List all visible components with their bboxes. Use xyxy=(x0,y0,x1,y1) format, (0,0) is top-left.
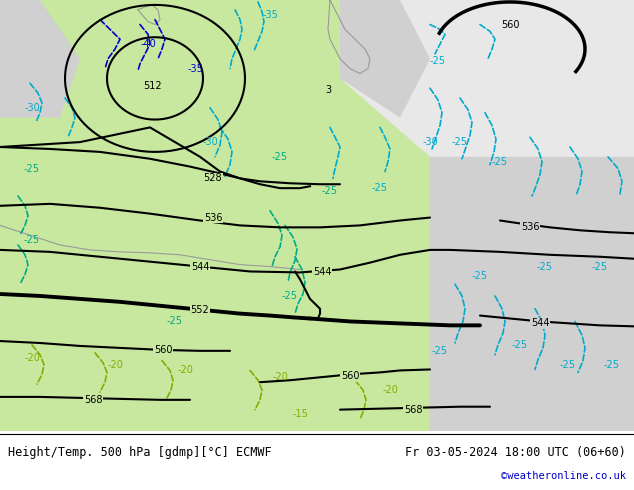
Text: 512: 512 xyxy=(143,81,161,91)
Text: 544: 544 xyxy=(313,268,331,277)
Text: -25: -25 xyxy=(272,152,288,162)
Text: 568: 568 xyxy=(84,395,102,405)
Text: -25: -25 xyxy=(282,291,298,301)
Text: -25: -25 xyxy=(592,262,608,271)
Text: -40: -40 xyxy=(140,39,156,49)
Polygon shape xyxy=(0,0,80,118)
Text: -20: -20 xyxy=(272,372,288,382)
Text: Height/Temp. 500 hPa [gdmp][°C] ECMWF: Height/Temp. 500 hPa [gdmp][°C] ECMWF xyxy=(8,446,271,459)
Polygon shape xyxy=(430,0,634,431)
Text: 552: 552 xyxy=(191,305,209,315)
Text: -15: -15 xyxy=(292,409,308,418)
Polygon shape xyxy=(340,0,634,157)
Text: 560: 560 xyxy=(340,371,359,381)
Polygon shape xyxy=(340,0,430,118)
Text: -25: -25 xyxy=(512,340,528,350)
Text: 536: 536 xyxy=(204,213,223,222)
Text: -20: -20 xyxy=(107,360,123,369)
Text: -25: -25 xyxy=(472,271,488,281)
Text: -25: -25 xyxy=(167,317,183,326)
Text: -25: -25 xyxy=(492,157,508,167)
Text: ©weatheronline.co.uk: ©weatheronline.co.uk xyxy=(501,471,626,481)
Text: -20: -20 xyxy=(24,353,40,363)
Text: -30: -30 xyxy=(24,103,40,113)
Text: 560: 560 xyxy=(501,20,519,29)
Text: Fr 03-05-2024 18:00 UTC (06+60): Fr 03-05-2024 18:00 UTC (06+60) xyxy=(405,446,626,459)
Text: -25: -25 xyxy=(372,183,388,193)
Text: -30: -30 xyxy=(202,137,218,147)
Text: -30: -30 xyxy=(422,137,438,147)
Text: 544: 544 xyxy=(191,262,209,271)
Text: -25: -25 xyxy=(432,346,448,356)
Text: -25: -25 xyxy=(604,360,620,369)
Text: -25: -25 xyxy=(24,164,40,173)
Text: -25: -25 xyxy=(322,186,338,196)
Text: 544: 544 xyxy=(531,318,549,328)
Text: -25: -25 xyxy=(560,360,576,369)
Text: -25: -25 xyxy=(430,56,446,66)
Text: 560: 560 xyxy=(154,345,172,355)
Text: 568: 568 xyxy=(404,405,422,415)
Text: 536: 536 xyxy=(521,222,540,232)
Text: -25: -25 xyxy=(452,137,468,147)
Text: -20: -20 xyxy=(382,385,398,395)
Text: -35: -35 xyxy=(187,64,203,74)
Polygon shape xyxy=(0,0,634,431)
Text: 528: 528 xyxy=(204,173,223,183)
Text: 3: 3 xyxy=(325,85,331,95)
Text: -25: -25 xyxy=(537,262,553,271)
Text: -25: -25 xyxy=(24,235,40,245)
Text: -35: -35 xyxy=(262,10,278,20)
Text: -20: -20 xyxy=(177,366,193,375)
